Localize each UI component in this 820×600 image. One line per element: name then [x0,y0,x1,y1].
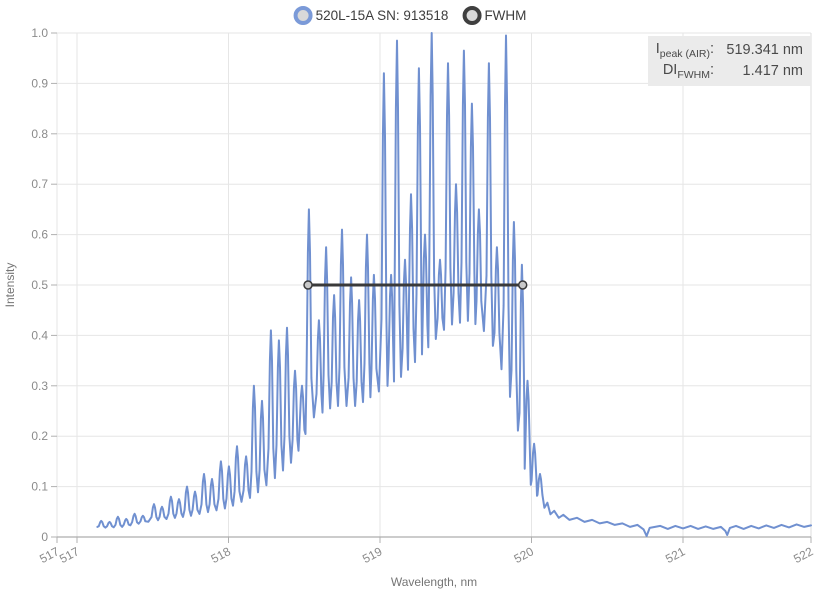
measurement-info-box: Ipeak (AIR): 519.341 nm DIFWHM: 1.417 nm [647,36,811,86]
y-tick-label: 0.2 [31,429,48,443]
x-tick-label: 522 [791,544,816,566]
y-tick-label: 0.8 [31,127,48,141]
series-legend-label: 520L-15A SN: 913518 [315,8,449,23]
x-tick-label: 521 [663,544,688,566]
fwhm-legend-label: FWHM [484,8,527,23]
y-tick-label: 0.4 [31,328,48,342]
x-tick-label: 520 [512,544,537,566]
y-tick-label: 0.1 [31,480,48,494]
peak-wavelength-value: 519.341 nm [726,42,803,59]
peak-wavelength-row: Ipeak (AIR): 519.341 nm [656,40,803,61]
peak-wavelength-label: Ipeak (AIR): [655,41,714,60]
fwhm-right-endpoint-marker [517,280,528,290]
fwhm-width-label: DIFWHM: [662,61,714,81]
y-tick-label: 0.9 [31,76,48,90]
fwhm-width-value: 1.417 nm [742,63,803,80]
fwhm-width-row: DIFWHM: 1.417 nm [656,61,803,82]
y-tick-label: 0.6 [31,228,48,242]
fwhm-left-endpoint-marker [303,280,313,290]
x-tick-label: 518 [209,544,234,566]
series-marker-icon [293,6,313,25]
y-tick-label: 1.0 [31,26,48,40]
chart-legend: 520L-15A SN: 913518 FWHM [293,6,526,25]
y-tick-label: 0.5 [31,278,48,292]
legend-item-series[interactable]: 520L-15A SN: 913518 [293,6,449,25]
legend-item-fwhm[interactable]: FWHM [462,6,526,25]
x-axis-title: Wavelength, nm [391,575,477,589]
spectrum-line [96,32,812,537]
x-tick-label: 517 [57,544,82,566]
y-tick-label: 0.7 [31,177,48,191]
y-tick-label: 0 [41,530,48,544]
y-tick-label: 0.3 [31,379,48,393]
fwhm-marker-icon [462,6,482,25]
x-tick-label: 519 [360,544,385,566]
y-axis-title: Intensity [3,263,17,308]
